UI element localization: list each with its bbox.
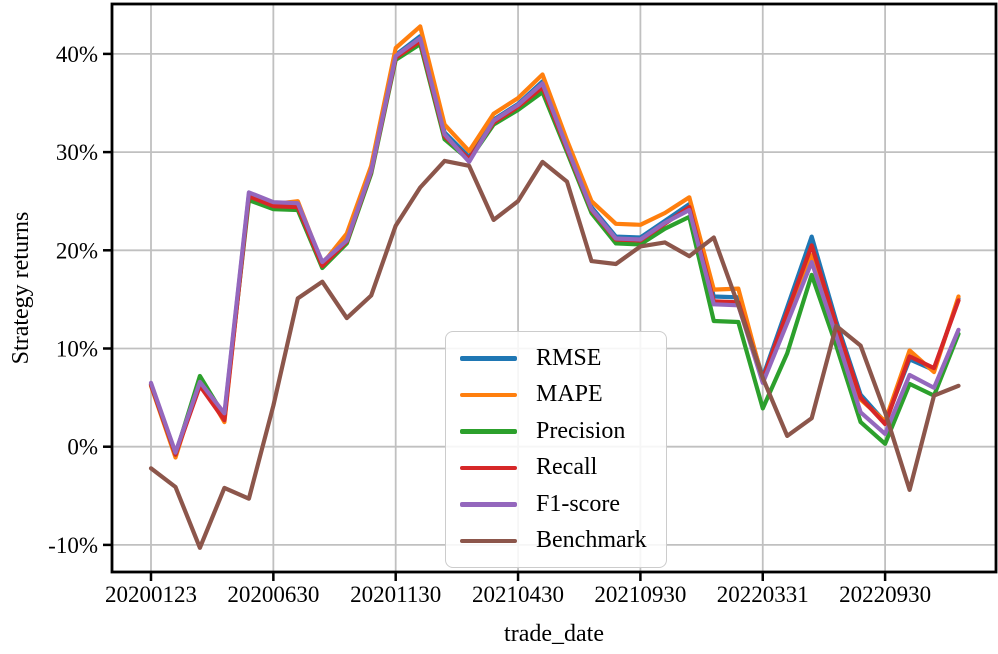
legend-swatch-recall (460, 465, 517, 470)
legend-label: Benchmark (536, 527, 647, 554)
y-tick-label: 20% (56, 238, 98, 263)
legend-label: F1-score (536, 490, 620, 517)
y-tick-label: 30% (56, 140, 98, 165)
legend-item-f1-score: F1-score (454, 486, 656, 523)
y-tick-label: 10% (56, 337, 98, 362)
legend-label: MAPE (536, 381, 603, 408)
x-tick-label: 20220331 (717, 582, 809, 607)
x-tick-label: 20210430 (472, 582, 564, 607)
legend-item-rmse: RMSE (454, 340, 656, 377)
legend-item-mape: MAPE (454, 377, 656, 414)
legend-label: RMSE (536, 344, 602, 371)
legend-swatch-benchmark (460, 538, 517, 543)
legend-label: Recall (536, 454, 598, 481)
y-tick-label: -10% (48, 533, 98, 558)
legend-label: Precision (536, 417, 626, 444)
x-axis-title: trade_date (504, 621, 604, 647)
legend-item-precision: Precision (454, 413, 656, 450)
legend-swatch-rmse (460, 356, 517, 361)
legend-swatch-precision (460, 429, 517, 434)
x-tick-label: 20201130 (350, 582, 441, 607)
legend-item-benchmark: Benchmark (454, 523, 656, 560)
x-tick-label: 20210930 (594, 582, 686, 607)
series-line-benchmark (148, 158, 961, 550)
x-tick-label: 20220930 (839, 582, 931, 607)
y-axis-title: Strategy returns (8, 212, 34, 365)
legend-item-recall: Recall (454, 450, 656, 487)
x-tick-label: 20200123 (105, 582, 197, 607)
chart-legend: RMSE MAPE Precision Recall F1-score Benchmark (445, 331, 667, 568)
series-line-f1-score (148, 36, 961, 455)
plot-border (110, 2, 998, 574)
x-tick-label: 20200630 (227, 582, 319, 607)
legend-swatch-mape (460, 392, 517, 397)
grid-lines (112, 4, 996, 572)
y-tick-label: 0% (67, 435, 98, 460)
y-tick-label: 40% (56, 42, 98, 67)
axis-ticks: 20200123 20200630 20201130 20210430 20210930… (48, 42, 931, 607)
series-lines (148, 24, 961, 550)
legend-swatch-f1-score (460, 502, 517, 507)
